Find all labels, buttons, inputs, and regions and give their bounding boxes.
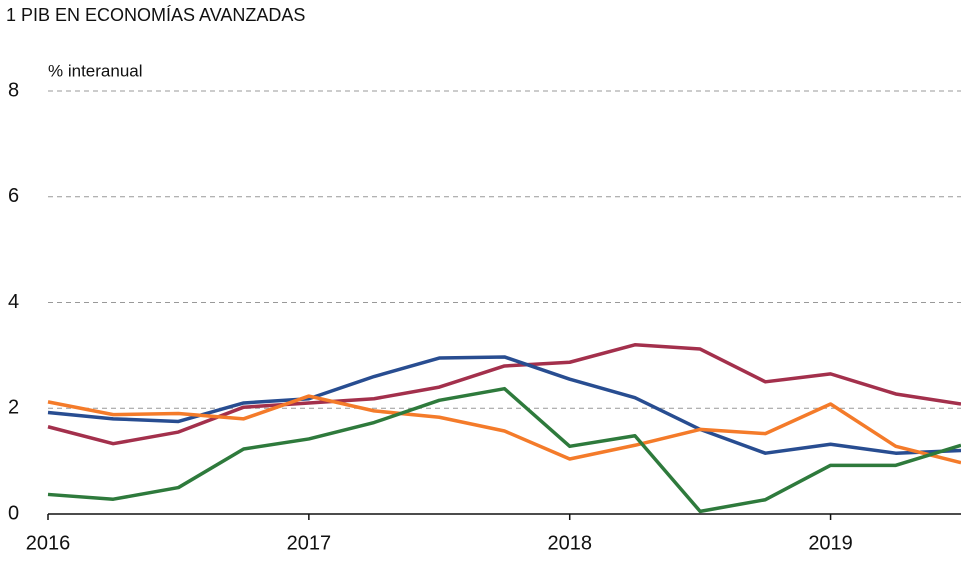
- series-line: [47, 386, 961, 514]
- y-tick-label: 8: [8, 79, 19, 101]
- x-tick-label: 2018: [547, 532, 592, 554]
- x-tick-label: 2019: [808, 532, 853, 554]
- x-tick-label: 2016: [26, 532, 71, 554]
- series-line: [47, 343, 961, 446]
- y-axis-label: % interanual: [48, 61, 143, 80]
- y-tick-label: 6: [8, 185, 19, 207]
- y-tick-label: 4: [8, 291, 19, 313]
- x-tick-label: 2017: [287, 532, 332, 554]
- chart-title: 1 PIB EN ECONOMÍAS AVANZADAS: [6, 5, 305, 25]
- y-tick-label: 0: [8, 502, 19, 524]
- y-tick-label: 2: [8, 397, 19, 419]
- series-line: [47, 394, 961, 465]
